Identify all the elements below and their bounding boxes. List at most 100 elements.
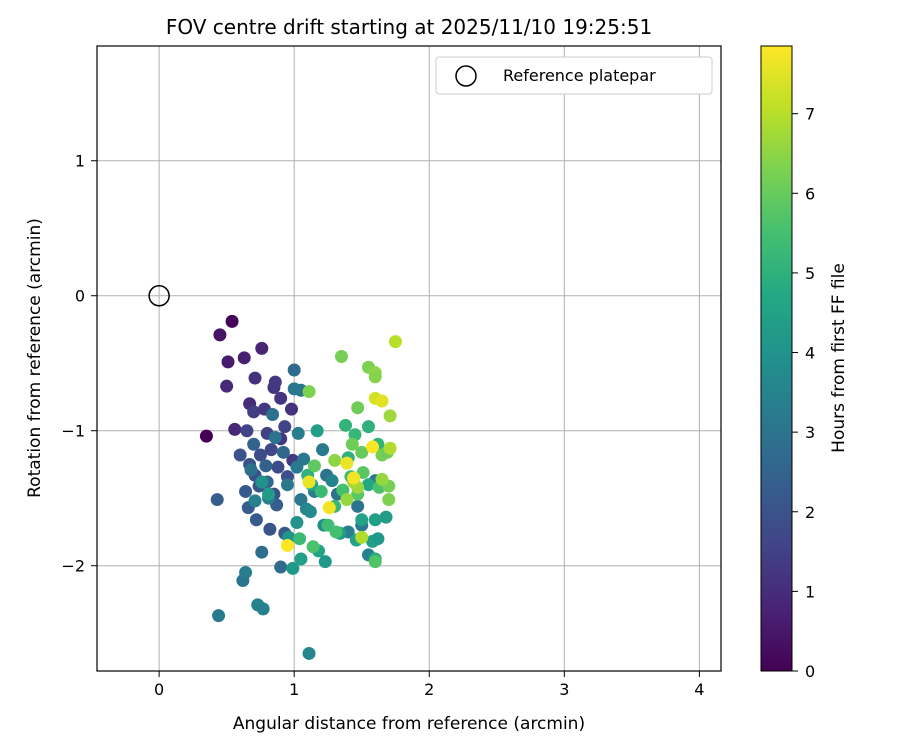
y-axis-label: Rotation from reference (arcmin) [25,218,45,498]
y-tick-label: 0 [75,287,85,306]
data-point [290,460,304,474]
colorbar-tick-label: 2 [805,503,815,522]
data-point [388,335,402,349]
data-point [212,609,226,623]
data-point [237,351,251,365]
data-point [255,341,269,355]
data-point [247,437,261,451]
data-point [239,565,253,579]
data-point [259,459,273,473]
data-point [247,405,261,419]
legend: Reference platepar [435,56,713,95]
data-point [361,420,375,434]
data-point [220,379,234,393]
data-point [271,460,285,474]
data-point [239,484,253,498]
data-point [339,418,353,432]
colorbar: 0 1 2 3 4 5 6 7 Hours from first FF file [760,45,849,681]
data-point [268,375,282,389]
data-point [228,422,242,436]
colorbar-tick-label: 6 [805,184,815,203]
data-point [225,314,239,328]
y-tick-label: −2 [61,557,85,576]
data-point [268,430,282,444]
data-point [302,646,316,660]
data-point [287,382,301,396]
data-point [379,510,393,524]
data-point [213,328,227,342]
data-point [284,402,298,416]
data-point [280,478,294,492]
data-point [291,426,305,440]
reference-platepar-marker [148,284,170,307]
data-point [368,370,382,384]
data-point [240,424,254,438]
x-tick-label: 1 [289,680,299,699]
data-point [249,513,263,527]
colorbar-tick-label: 4 [805,344,815,363]
y-tick-label: −1 [61,422,85,441]
data-point [294,552,308,566]
data-point [263,522,277,536]
data-point [329,525,343,539]
data-point [316,443,330,457]
colorbar-label: Hours from first FF file [829,263,849,453]
data-point [294,493,308,507]
data-point [322,501,336,515]
colorbar-gradient [760,45,793,672]
grid-lines [97,46,721,671]
data-point [274,391,288,405]
data-point [255,545,269,559]
data-point [274,560,288,574]
data-point [244,463,258,477]
legend-marker-icon [455,65,477,87]
colorbar-tick-label: 5 [805,264,815,283]
plot-frame [96,45,722,672]
data-point [199,429,213,443]
data-point [318,555,332,569]
data-point [286,561,300,575]
data-point [210,493,224,507]
data-point [355,513,369,527]
data-point [347,471,361,485]
x-tick-label: 2 [424,680,434,699]
y-tick-label: 1 [75,152,85,171]
data-point [328,453,342,467]
data-point [303,505,317,519]
data-point [287,363,301,377]
data-point [280,538,294,552]
data-point [248,494,262,508]
data-point [366,440,380,454]
x-tick-label: 4 [694,680,704,699]
data-point [345,437,359,451]
data-point [256,602,270,616]
data-point [302,475,316,489]
data-point [361,478,375,492]
data-point [355,530,369,544]
legend-label: Reference platepar [503,66,656,85]
data-point [334,349,348,363]
data-point [293,532,307,546]
data-point [233,448,247,462]
data-point [368,513,382,527]
data-point [278,420,292,434]
data-point [356,466,370,480]
data-point [221,355,235,369]
data-point [371,532,385,546]
data-point [262,487,276,501]
data-point [383,409,397,423]
data-point [340,456,354,470]
data-point [253,448,267,462]
data-point [255,475,269,489]
data-point [266,408,280,422]
data-point [375,472,389,486]
data-points [199,314,402,660]
data-point [351,499,365,513]
data-point [276,445,290,459]
colorbar-tick-label: 0 [805,662,815,681]
data-point [314,484,328,498]
data-point [340,493,354,507]
data-point [325,474,339,488]
data-point [310,424,324,438]
